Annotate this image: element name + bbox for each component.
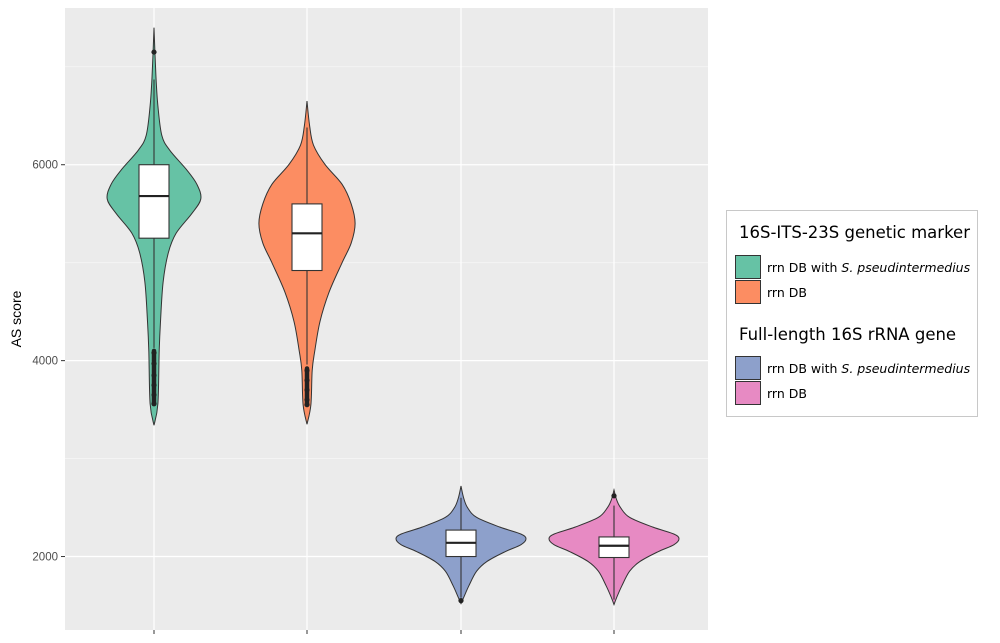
boxplot-4	[598, 493, 630, 600]
legend-swatch-pink	[735, 381, 761, 405]
y-tick-label: 4000	[32, 356, 58, 368]
legend-swatch-blue	[735, 356, 761, 380]
legend-item-orange: rrn DB	[735, 280, 807, 304]
y-tick-label: 6000	[32, 160, 58, 172]
legend: 16S-ITS-23S genetic marker rrn DB with S…	[726, 210, 978, 417]
boxplots	[138, 49, 630, 604]
legend-label-orange: rrn DB	[767, 284, 807, 300]
legend-label-pink: rrn DB	[767, 385, 807, 401]
box	[291, 203, 323, 272]
legend-swatch-green	[735, 255, 761, 279]
legend-item-blue: rrn DB with S. pseudintermedius	[735, 356, 970, 380]
legend-item-green: rrn DB with S. pseudintermedius	[735, 255, 970, 279]
y-tick-label: 2000	[32, 552, 58, 564]
outlier-point	[458, 598, 464, 604]
outlier-point	[151, 49, 157, 55]
legend-label-green: rrn DB with S. pseudintermedius	[767, 259, 971, 275]
box	[138, 164, 170, 239]
legend-group-title-1: 16S-ITS-23S genetic marker	[739, 223, 970, 242]
y-axis-label: AS score	[8, 290, 24, 347]
boxplot-3	[445, 497, 477, 604]
legend-item-pink: rrn DB	[735, 381, 807, 405]
legend-group-title-2: Full-length 16S rRNA gene	[739, 325, 957, 344]
box	[598, 536, 630, 559]
legend-swatch-orange	[735, 280, 761, 304]
legend-label-blue: rrn DB with S. pseudintermedius	[767, 360, 971, 376]
outlier-point	[611, 493, 617, 499]
axes: 2000 4000 6000	[32, 160, 615, 634]
